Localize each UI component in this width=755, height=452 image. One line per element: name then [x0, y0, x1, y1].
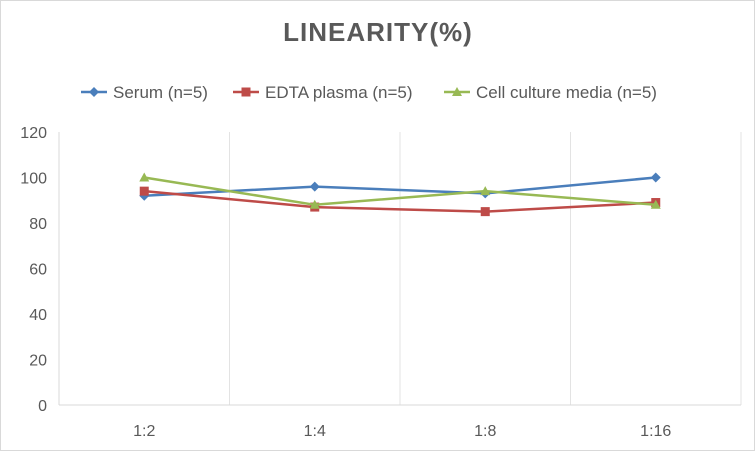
y-tick-label: 120 [20, 125, 47, 142]
legend-label: Cell culture media (n=5) [476, 83, 657, 102]
data-point-triangle [139, 172, 150, 182]
y-tick-label: 0 [38, 398, 47, 415]
axes: 0 20 40 60 80 100 120 1:2 1:4 1:8 1:16 [20, 125, 741, 440]
x-tick-label: 1:4 [304, 423, 326, 440]
data-point-square [480, 207, 490, 217]
legend: Serum (n=5) EDTA plasma (n=5) Cell culture… [81, 83, 657, 102]
data-point-triangle [452, 87, 462, 96]
y-tick-label: 60 [29, 262, 47, 279]
data-point-diamond [309, 181, 320, 192]
series-line [144, 189, 656, 213]
y-tick-label: 40 [29, 307, 47, 324]
grid [229, 132, 742, 405]
x-tick-label: 1:2 [133, 423, 155, 440]
data-point-square [241, 87, 251, 97]
x-tick-label: 1:8 [474, 423, 496, 440]
x-tick-label: 1:16 [640, 423, 671, 440]
data-point-diamond [89, 87, 99, 97]
y-tick-label: 20 [29, 353, 47, 370]
y-tick-label: 80 [29, 216, 47, 233]
data-point-triangle [650, 199, 661, 209]
legend-label: Serum (n=5) [113, 83, 208, 102]
data-point-triangle [480, 186, 491, 196]
y-tick-label: 100 [20, 171, 47, 188]
data-point-diamond [650, 172, 661, 183]
data-point-triangle [309, 199, 320, 209]
data-point-square [139, 186, 149, 196]
series-layer [139, 172, 661, 217]
chart-title: LINEARITY(%) [283, 17, 473, 47]
series-line [144, 176, 656, 207]
legend-label: EDTA plasma (n=5) [265, 83, 413, 102]
